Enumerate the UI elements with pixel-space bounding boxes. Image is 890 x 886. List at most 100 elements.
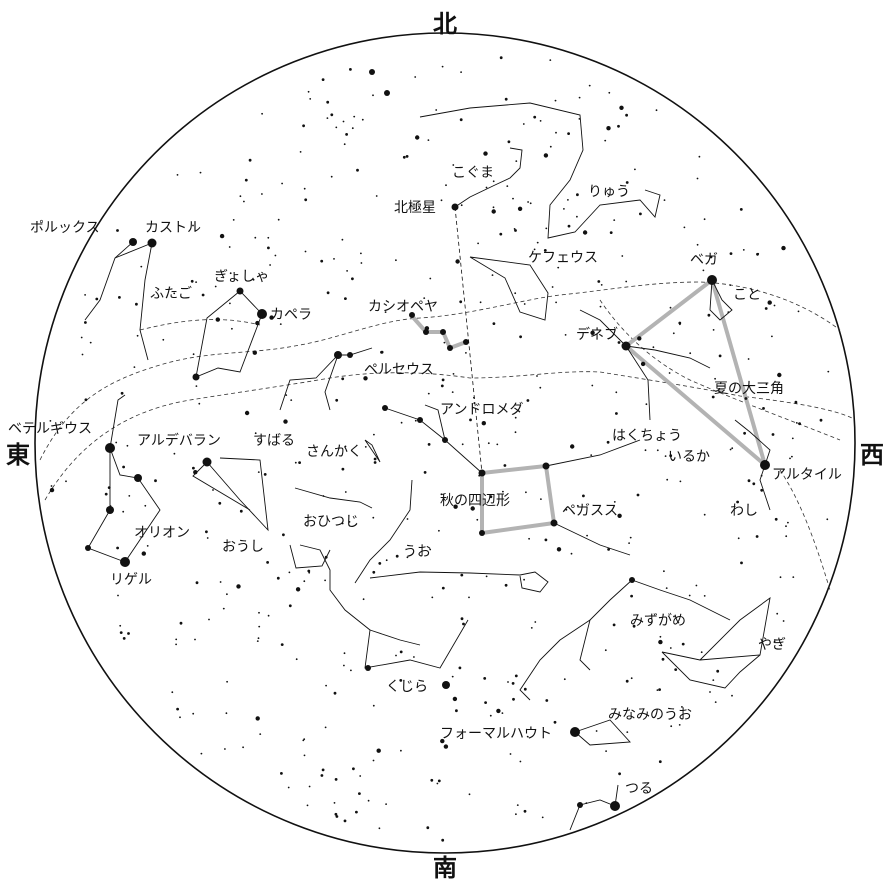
field-star (700, 651, 703, 654)
field-star (254, 432, 257, 435)
field-star (551, 286, 554, 288)
field-star (162, 338, 165, 341)
label-aries: おひつじ (303, 514, 359, 530)
field-star (360, 262, 363, 264)
field-star (303, 580, 306, 583)
field-star (595, 730, 598, 732)
field-star (492, 206, 495, 209)
field-star (232, 219, 235, 221)
field-star (529, 202, 532, 205)
field-star (429, 277, 432, 280)
field-star (406, 556, 409, 559)
field-star (632, 624, 636, 628)
field-star (698, 155, 701, 158)
field-star (277, 218, 280, 221)
field-star (615, 412, 618, 415)
field-star (557, 266, 560, 269)
field-star (50, 485, 53, 487)
field-star (707, 313, 711, 317)
field-star (259, 733, 262, 735)
field-star (195, 281, 198, 283)
field-star (441, 838, 445, 842)
field-star (372, 759, 375, 762)
field-star (282, 533, 285, 537)
field-star (222, 607, 225, 610)
field-star (242, 746, 245, 749)
label-altair: アルタイル (772, 467, 842, 483)
field-star (452, 164, 455, 166)
label-orion: オリオン (134, 525, 190, 541)
field-star (288, 604, 292, 608)
field-star (785, 535, 788, 538)
label-auriga: ぎょしゃ (214, 269, 269, 285)
field-star (514, 292, 517, 295)
field-star (261, 193, 263, 195)
field-star (709, 255, 713, 259)
cassiopeia-lines (409, 313, 467, 350)
field-star (258, 625, 261, 628)
north-label: 北 (433, 10, 457, 38)
label-pollux: ポルックス (30, 220, 100, 236)
field-star (514, 431, 517, 434)
field-star (539, 120, 542, 122)
field-star (372, 570, 376, 574)
field-star (399, 650, 403, 654)
field-star (585, 802, 588, 804)
field-star (200, 752, 203, 755)
field-star (288, 571, 291, 574)
field-star (256, 640, 259, 642)
field-star (342, 120, 345, 123)
field-star (344, 297, 347, 300)
field-star (395, 654, 397, 657)
field-star (427, 392, 430, 395)
field-star (582, 494, 585, 498)
field-star (481, 421, 486, 426)
field-star (791, 455, 793, 458)
field-star (261, 112, 263, 115)
field-star (140, 265, 143, 268)
field-star (555, 131, 557, 134)
field-star (375, 195, 378, 197)
field-star (819, 418, 823, 422)
field-star (373, 433, 375, 436)
field-star (696, 243, 699, 246)
field-star (777, 372, 782, 378)
field-star (536, 241, 539, 244)
milky-way (39, 281, 853, 591)
field-star (576, 504, 579, 507)
field-star (681, 642, 685, 646)
field-star (773, 304, 776, 307)
field-star (438, 529, 440, 532)
field-star (672, 332, 675, 335)
label-castor: カストル (145, 220, 201, 236)
field-star (252, 350, 257, 355)
field-star (443, 744, 449, 749)
field-star (669, 454, 673, 458)
label-perseus: ペルセウス (364, 362, 434, 378)
field-star (400, 421, 403, 424)
field-star (255, 320, 260, 326)
field-star (597, 280, 601, 283)
field-star (257, 471, 260, 473)
field-star (252, 278, 255, 281)
label-fomalhaut: フォーマルハウト (440, 726, 552, 742)
field-star (303, 738, 306, 741)
field-star (135, 302, 138, 306)
field-star (194, 638, 196, 641)
label-capricornus: やぎ (758, 637, 786, 653)
field-star (499, 232, 503, 236)
field-star (747, 358, 750, 360)
field-star (731, 694, 733, 697)
field-star (617, 124, 620, 128)
field-star (173, 292, 176, 295)
field-star (605, 750, 607, 752)
field-star (344, 491, 347, 493)
label-andromeda: アンドロメダ (440, 402, 523, 418)
field-star (324, 579, 326, 582)
field-star (590, 330, 595, 335)
field-star (522, 123, 525, 125)
field-star (652, 346, 655, 349)
field-star (334, 812, 338, 816)
polaris-star (451, 203, 459, 211)
field-star (554, 99, 557, 102)
